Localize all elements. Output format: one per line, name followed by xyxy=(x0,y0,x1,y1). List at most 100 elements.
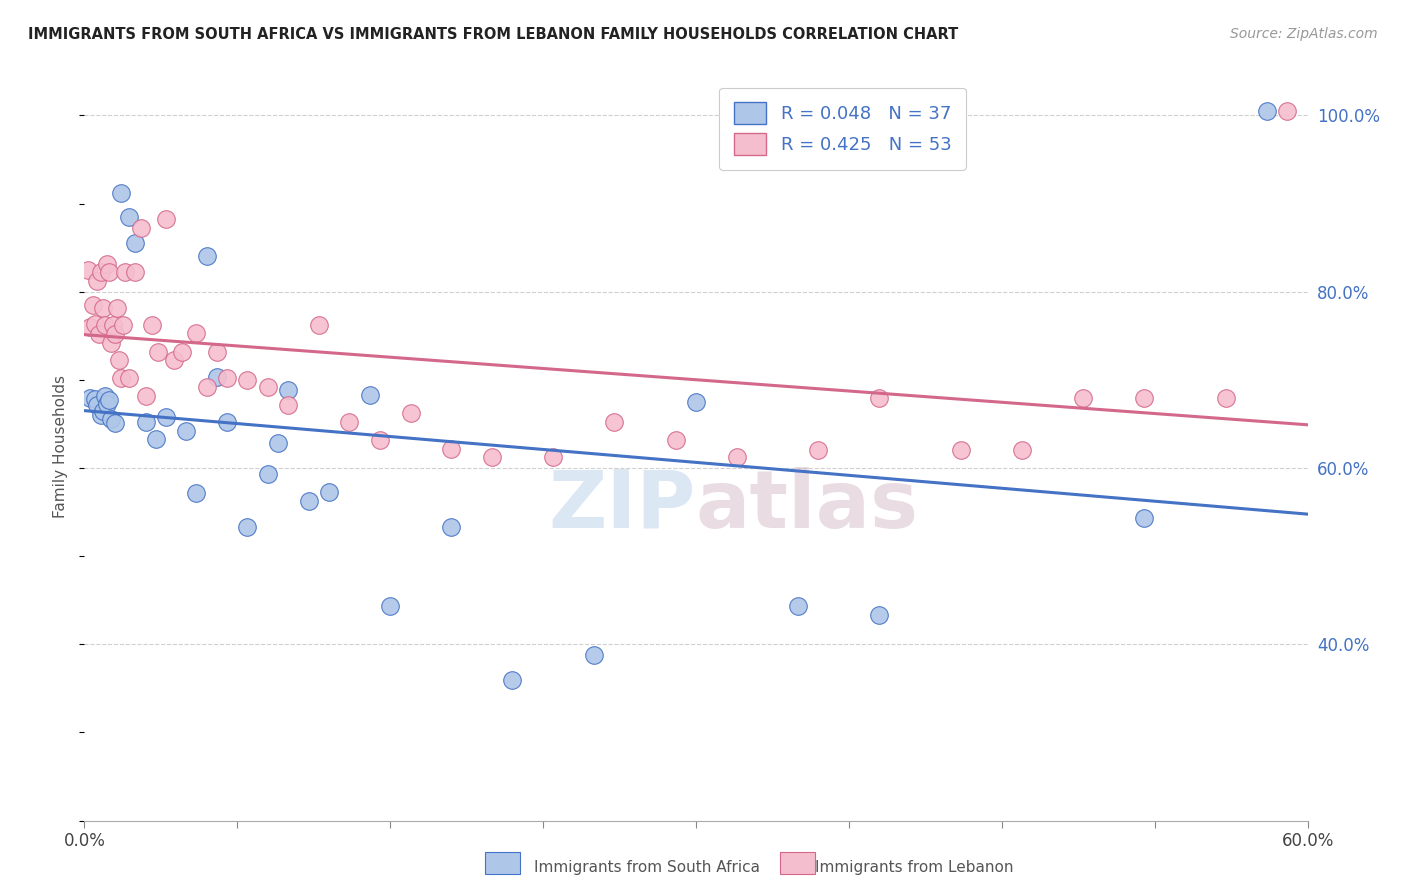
Point xyxy=(96,397,118,411)
Point xyxy=(502,673,524,687)
Point xyxy=(1073,391,1095,405)
Point xyxy=(685,395,707,409)
Point xyxy=(124,236,146,251)
Point xyxy=(79,320,101,334)
Point xyxy=(186,326,208,341)
Point xyxy=(110,371,132,385)
Point xyxy=(257,380,280,394)
Text: Immigrants from South Africa: Immigrants from South Africa xyxy=(534,860,761,874)
Text: ZIP: ZIP xyxy=(548,467,696,545)
Point xyxy=(105,301,128,315)
Point xyxy=(1277,103,1299,118)
Point xyxy=(101,318,124,333)
Point xyxy=(665,433,688,447)
Point xyxy=(83,318,105,332)
Point xyxy=(603,415,626,429)
Point xyxy=(86,274,108,288)
Point xyxy=(93,318,115,333)
Text: Immigrants from Lebanon: Immigrants from Lebanon xyxy=(815,860,1014,874)
Point xyxy=(155,212,177,227)
Point xyxy=(104,416,127,430)
Point xyxy=(86,398,108,412)
Point xyxy=(146,344,169,359)
Point xyxy=(172,344,194,359)
Text: Source: ZipAtlas.com: Source: ZipAtlas.com xyxy=(1230,27,1378,41)
Point xyxy=(205,344,228,359)
Point xyxy=(90,265,112,279)
Point xyxy=(145,432,167,446)
Point xyxy=(174,424,197,438)
Point xyxy=(96,256,118,270)
Text: IMMIGRANTS FROM SOUTH AFRICA VS IMMIGRANTS FROM LEBANON FAMILY HOUSEHOLDS CORREL: IMMIGRANTS FROM SOUTH AFRICA VS IMMIGRAN… xyxy=(28,27,959,42)
Point xyxy=(950,443,973,458)
Point xyxy=(131,221,153,235)
Point xyxy=(277,384,299,398)
Point xyxy=(1215,391,1237,405)
Point xyxy=(869,391,891,405)
Point xyxy=(79,391,101,405)
Point xyxy=(97,265,120,279)
Point xyxy=(217,371,239,385)
Point xyxy=(380,599,402,614)
Point xyxy=(318,484,340,499)
Point xyxy=(112,318,135,333)
Point xyxy=(135,415,157,429)
Y-axis label: Family Households: Family Households xyxy=(53,375,69,517)
Point xyxy=(108,353,131,368)
Point xyxy=(83,392,105,407)
Point xyxy=(440,520,463,534)
Point xyxy=(440,442,463,456)
Point xyxy=(368,433,391,447)
Point xyxy=(91,301,114,315)
Point xyxy=(787,599,810,614)
Point xyxy=(205,370,228,384)
Point xyxy=(257,467,280,482)
Point xyxy=(186,485,208,500)
Point xyxy=(236,373,259,387)
Legend: R = 0.048   N = 37, R = 0.425   N = 53: R = 0.048 N = 37, R = 0.425 N = 53 xyxy=(720,88,966,169)
Point xyxy=(236,520,259,534)
Point xyxy=(97,393,120,408)
Point xyxy=(195,380,218,394)
Point xyxy=(77,262,100,277)
Point xyxy=(163,353,186,368)
Point xyxy=(869,608,891,623)
Point xyxy=(583,648,606,662)
Point xyxy=(725,450,748,465)
FancyBboxPatch shape xyxy=(485,852,520,874)
Point xyxy=(399,406,422,420)
Point xyxy=(217,415,239,429)
Point xyxy=(1133,511,1156,525)
Point xyxy=(87,326,110,341)
Point xyxy=(141,318,163,333)
Point xyxy=(100,411,122,425)
Point xyxy=(91,403,114,417)
Point xyxy=(298,493,321,508)
Point xyxy=(1256,103,1278,118)
Point xyxy=(93,389,115,403)
Point xyxy=(90,408,112,422)
Point xyxy=(1133,391,1156,405)
Point xyxy=(118,210,141,224)
Point xyxy=(124,265,146,279)
Point xyxy=(339,415,361,429)
Point xyxy=(114,265,136,279)
Point xyxy=(481,450,503,465)
Point xyxy=(155,409,177,424)
Point xyxy=(359,388,381,402)
Point xyxy=(308,318,330,333)
Point xyxy=(118,371,141,385)
Point xyxy=(267,436,290,450)
Point xyxy=(100,335,122,350)
FancyBboxPatch shape xyxy=(780,852,815,874)
Point xyxy=(195,250,218,264)
Point xyxy=(104,326,127,341)
Point xyxy=(135,389,157,403)
Point xyxy=(807,443,830,458)
Point xyxy=(82,298,104,312)
Point xyxy=(543,450,565,465)
Point xyxy=(277,398,299,412)
Text: atlas: atlas xyxy=(696,467,920,545)
Point xyxy=(1011,443,1033,458)
Point xyxy=(110,186,132,200)
